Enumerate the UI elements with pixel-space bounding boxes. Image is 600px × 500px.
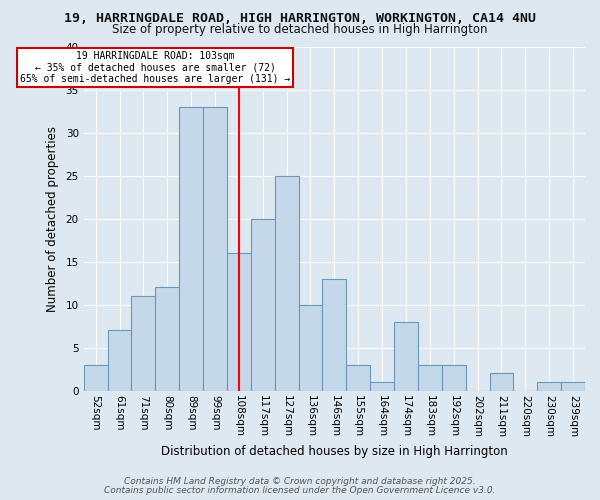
Bar [346,365,370,390]
Bar [561,382,585,390]
Y-axis label: Number of detached properties: Number of detached properties [46,126,59,312]
Bar [203,106,227,391]
Bar [394,322,418,390]
Bar [131,296,155,390]
Bar [490,374,514,390]
Bar [227,253,251,390]
Text: Size of property relative to detached houses in High Harrington: Size of property relative to detached ho… [112,22,488,36]
Bar [179,106,203,391]
X-axis label: Distribution of detached houses by size in High Harrington: Distribution of detached houses by size … [161,444,508,458]
Bar [155,288,179,391]
Bar [107,330,131,390]
Text: 19 HARRINGDALE ROAD: 103sqm
← 35% of detached houses are smaller (72)
65% of sem: 19 HARRINGDALE ROAD: 103sqm ← 35% of det… [20,51,290,84]
Bar [275,176,299,390]
Text: Contains HM Land Registry data © Crown copyright and database right 2025.: Contains HM Land Registry data © Crown c… [124,477,476,486]
Bar [370,382,394,390]
Bar [83,365,107,390]
Bar [537,382,561,390]
Text: Contains public sector information licensed under the Open Government Licence v3: Contains public sector information licen… [104,486,496,495]
Bar [442,365,466,390]
Bar [251,218,275,390]
Bar [322,278,346,390]
Text: 19, HARRINGDALE ROAD, HIGH HARRINGTON, WORKINGTON, CA14 4NU: 19, HARRINGDALE ROAD, HIGH HARRINGTON, W… [64,12,536,24]
Bar [299,304,322,390]
Bar [418,365,442,390]
